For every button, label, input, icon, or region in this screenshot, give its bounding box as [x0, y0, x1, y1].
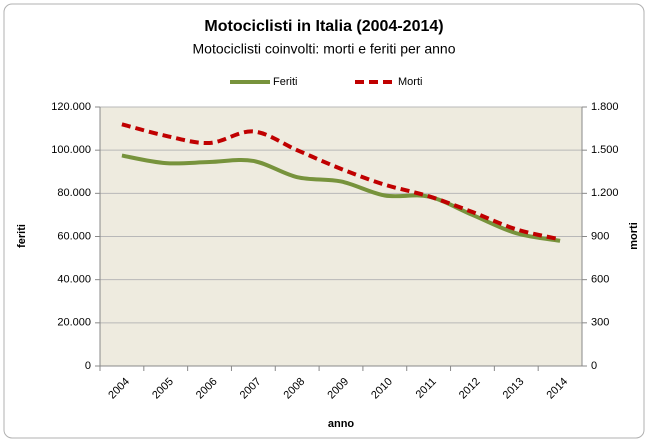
y-tick-label: 0 — [85, 360, 91, 372]
y-axis-title: feriti — [16, 224, 28, 248]
line-series — [121, 122, 561, 242]
y-tick-label: 40.000 — [57, 274, 91, 286]
y2-tick-label: 600 — [591, 274, 609, 286]
y-tick-label: 100.000 — [51, 144, 91, 156]
y2-tick-label: 300 — [591, 317, 609, 329]
line-series — [121, 153, 561, 243]
y2-axis-title: morti — [628, 222, 640, 250]
legend-label: Feriti — [273, 76, 297, 88]
y-tick-label: 20.000 — [57, 317, 91, 329]
legend-label: Morti — [398, 76, 422, 88]
y2-tick-label: 1.200 — [591, 187, 619, 199]
y2-tick-label: 1.500 — [591, 144, 619, 156]
y-tick-label: 80.000 — [57, 187, 91, 199]
chart-title: Motociclisti in Italia (2004-2014) — [204, 18, 443, 35]
y-tick-label: 120.000 — [51, 101, 91, 113]
y2-tick-label: 1.800 — [591, 101, 619, 113]
y2-tick-label: 900 — [591, 230, 609, 242]
y2-tick-label: 0 — [591, 360, 597, 372]
chart-subtitle: Motociclisti coinvolti: morti e feriti p… — [193, 41, 456, 57]
y-tick-label: 60.000 — [57, 230, 91, 242]
x-axis-title: anno — [328, 418, 355, 430]
